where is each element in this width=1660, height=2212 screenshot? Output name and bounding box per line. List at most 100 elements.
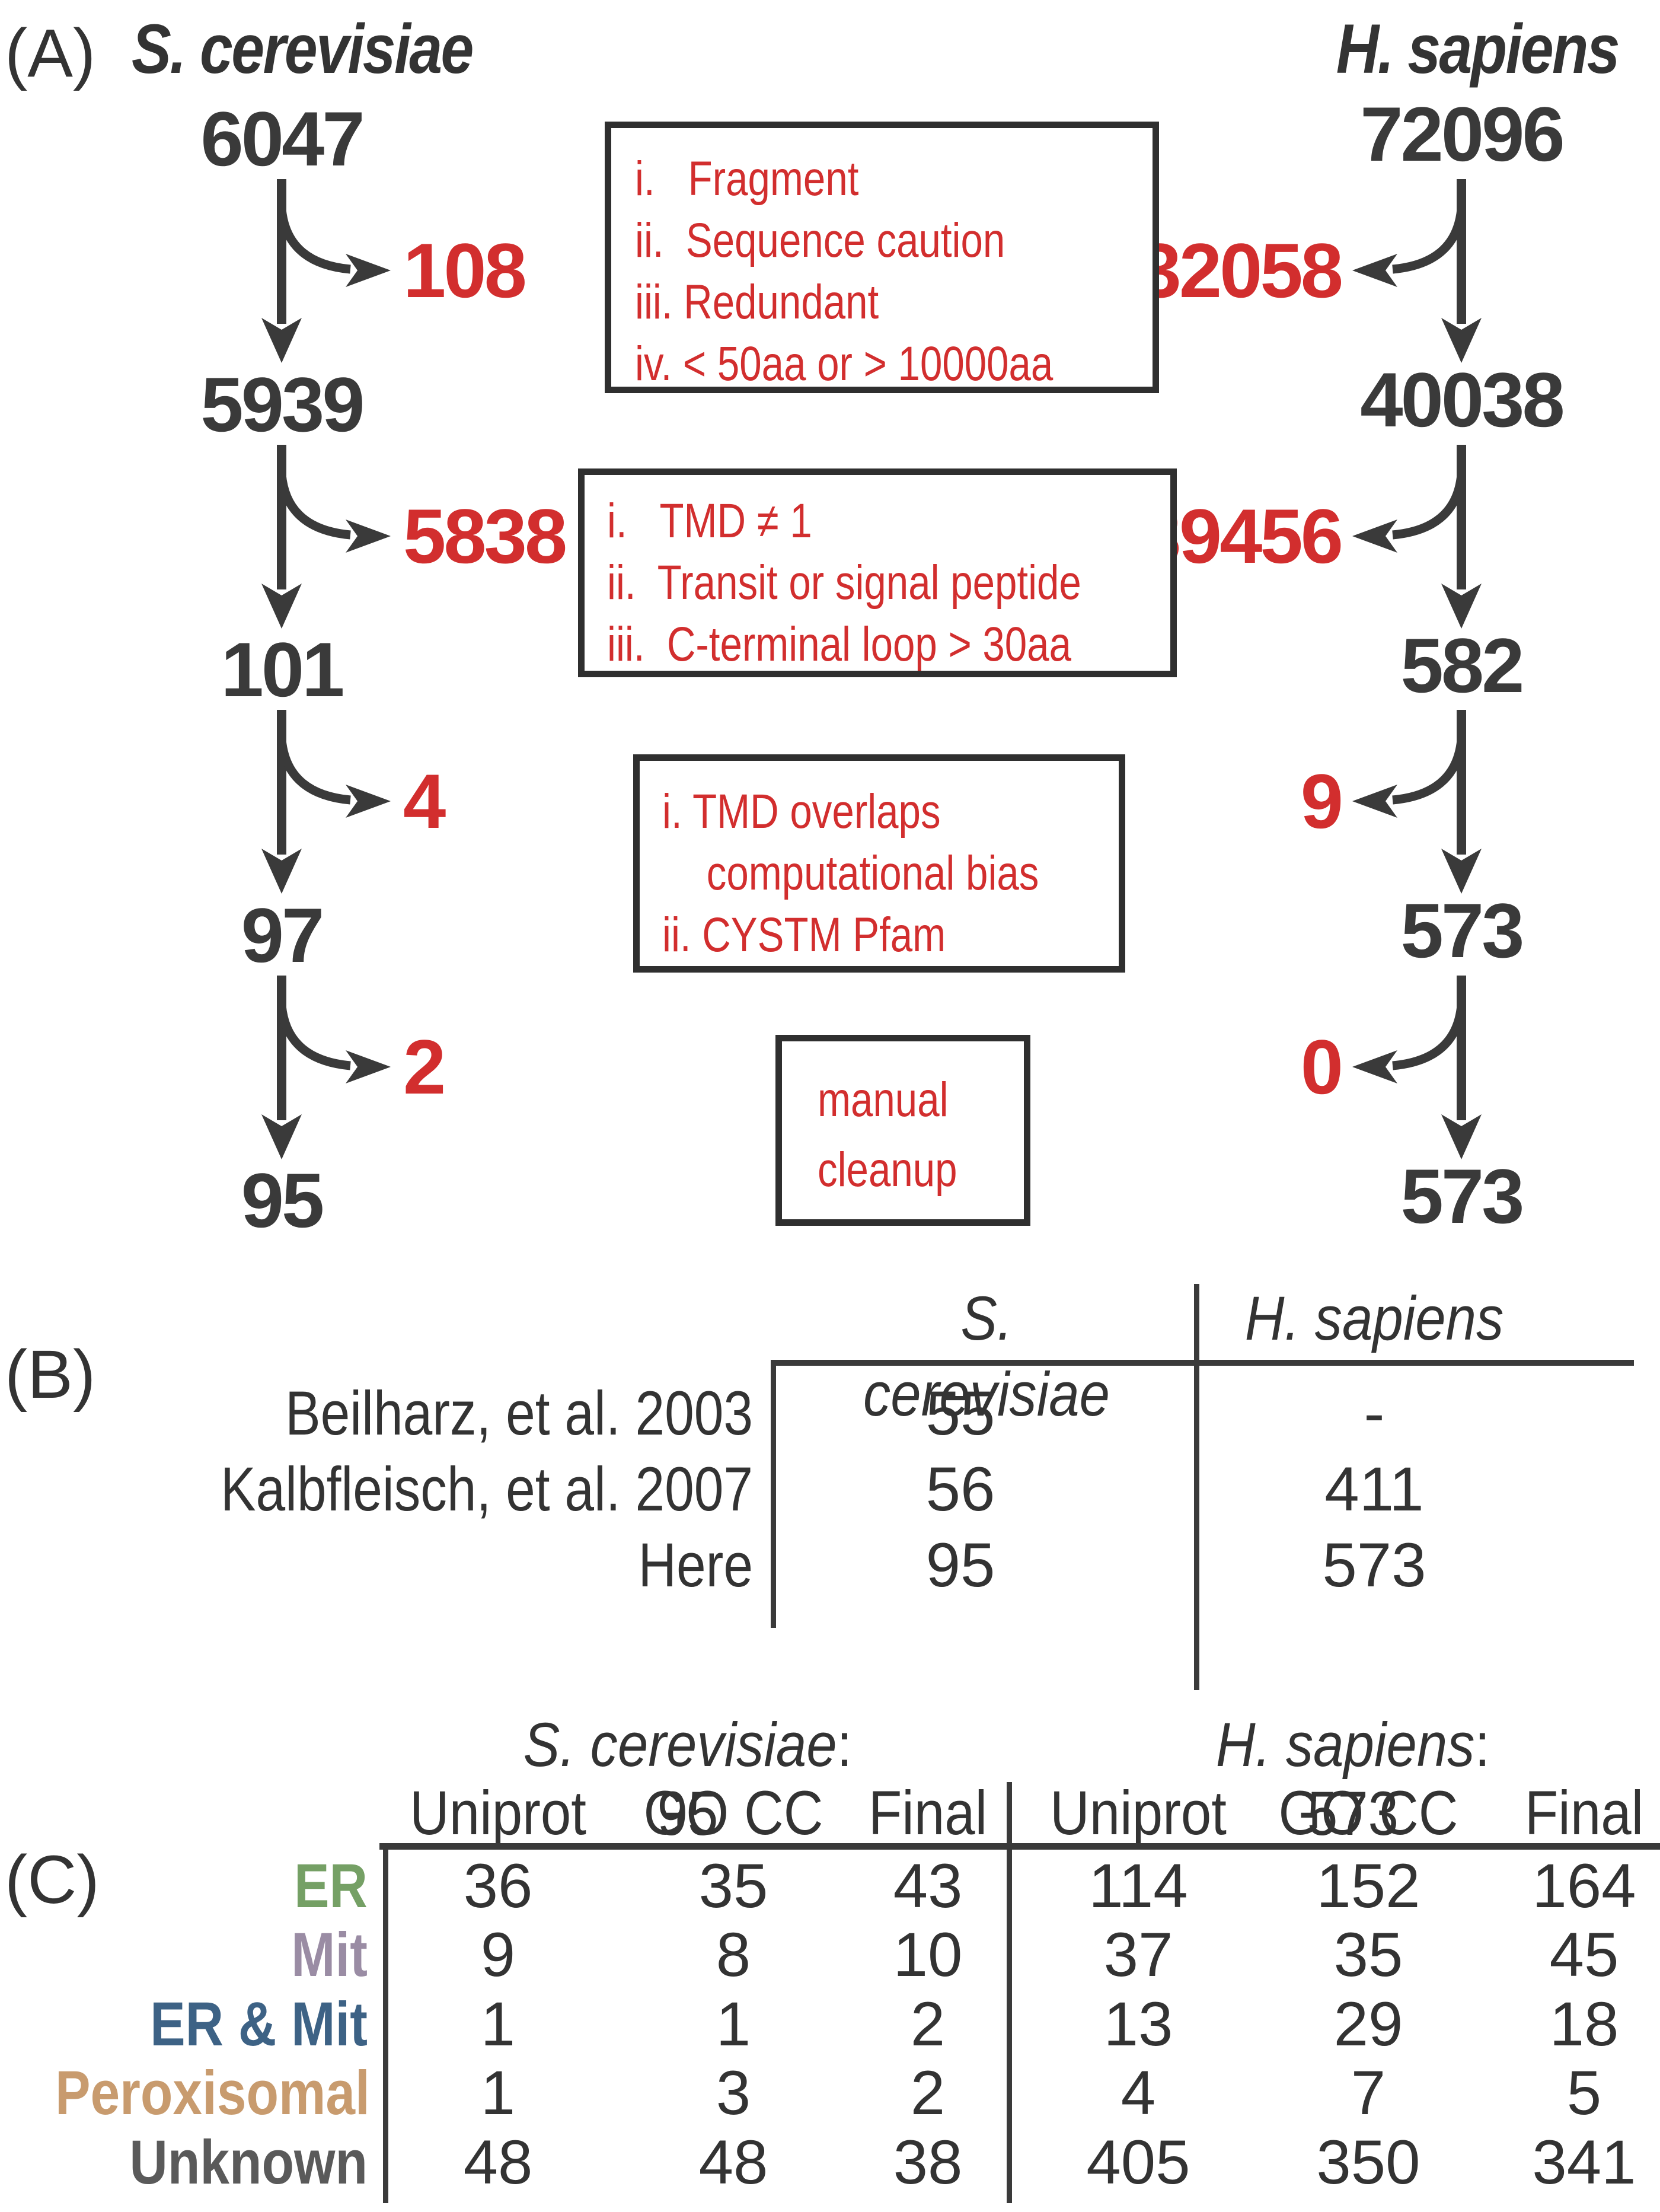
c-value: 36 — [463, 1851, 533, 1921]
c-value: 10 — [893, 1920, 963, 1990]
c-value: 164 — [1532, 1851, 1636, 1921]
species-title-left: S. cerevisiae — [132, 10, 474, 88]
split-arrow-right-icon — [261, 445, 391, 629]
filter-criterion: cleanup — [818, 1143, 957, 1197]
c-value: 2 — [910, 2058, 946, 2128]
b-col-header-hs: H. sapiens — [1244, 1284, 1504, 1353]
c-group-species: H. sapiens — [1215, 1710, 1475, 1780]
b-row-label: Kalbfleisch, et al. 2007 — [220, 1455, 753, 1524]
removed-count: 5838 — [403, 493, 567, 579]
filter-criterion: i. TMD ≠ 1 — [607, 494, 812, 548]
b-value-hs: 573 — [1322, 1531, 1426, 1600]
panel-c-label: (C) — [5, 1842, 100, 1918]
split-arrow-right-icon — [261, 710, 391, 894]
flow-count: 582 — [1400, 622, 1525, 709]
b-left-divider — [771, 1360, 776, 1628]
c-value: 37 — [1103, 1920, 1173, 1990]
c-row-label-unknown: Unknown — [129, 2128, 368, 2197]
c-col-header: Uniprot — [410, 1778, 586, 1848]
filter-criterion: iii. Redundant — [635, 275, 879, 329]
c-group-header-hs: H. sapiens: 573 — [1170, 1711, 1536, 1848]
filter-criterion: ii. Sequence caution — [635, 213, 1005, 267]
flow-count: 40038 — [1360, 356, 1565, 443]
filter-box-4: manual cleanup — [775, 1035, 1030, 1226]
split-arrow-left-icon — [1352, 976, 1482, 1159]
c-col-header: Uniprot — [1050, 1778, 1227, 1848]
split-arrow-right-icon — [261, 976, 391, 1159]
c-value: 35 — [1333, 1920, 1403, 1990]
split-arrow-left-icon — [1352, 710, 1482, 894]
b-value-sc: 56 — [925, 1455, 995, 1524]
c-row-label-peroxisomal: Peroxisomal — [55, 2058, 370, 2128]
c-value: 405 — [1086, 2128, 1190, 2197]
c-row-label-mit: Mit — [291, 1920, 368, 1990]
c-value: 29 — [1333, 1990, 1403, 2059]
c-col-header: Final — [868, 1778, 988, 1848]
c-group-count: : 573 — [1307, 1710, 1490, 1848]
flow-count: 101 — [221, 626, 345, 713]
c-row-label-er-mit: ER & Mit — [150, 1990, 368, 2059]
panel-a-label: (A) — [5, 15, 96, 91]
b-col-header-sc: S. cerevisiae — [863, 1284, 1110, 1429]
c-value: 18 — [1549, 1990, 1619, 2059]
c-row-label-er: ER — [294, 1851, 368, 1921]
filter-box-1: i. Fragment ii. Sequence caution iii. Re… — [605, 122, 1159, 393]
c-value: 48 — [698, 2128, 768, 2197]
c-value: 45 — [1549, 1920, 1619, 1990]
c-value: 38 — [893, 2128, 963, 2197]
filter-box-3: i. TMD overlaps computational bias ii. C… — [633, 754, 1125, 973]
removed-count: 2 — [403, 1024, 446, 1110]
c-value: 1 — [716, 1990, 751, 2059]
split-arrow-left-icon — [1352, 179, 1482, 363]
c-value: 35 — [698, 1851, 768, 1921]
c-value: 1 — [480, 2058, 516, 2128]
c-value: 5 — [1566, 2058, 1602, 2128]
c-value: 9 — [480, 1920, 516, 1990]
flow-count: 95 — [241, 1157, 325, 1244]
filter-criterion: iii. C-terminal loop > 30aa — [607, 617, 1071, 671]
b-value-hs: - — [1364, 1379, 1385, 1448]
c-value: 3 — [716, 2058, 751, 2128]
removed-count: 108 — [403, 227, 527, 314]
c-value: 1 — [480, 1990, 516, 2059]
c-col-header: GO CC — [643, 1778, 823, 1848]
c-value: 2 — [910, 1990, 946, 2059]
flow-count: 5939 — [200, 361, 365, 448]
c-group-divider — [1007, 1782, 1012, 2203]
split-arrow-left-icon — [1352, 445, 1482, 629]
flow-count: 573 — [1400, 1153, 1525, 1239]
c-value: 8 — [716, 1920, 751, 1990]
flow-count: 6047 — [200, 95, 365, 182]
c-value: 152 — [1316, 1851, 1420, 1921]
c-value: 13 — [1103, 1990, 1173, 2059]
c-value: 48 — [463, 2128, 533, 2197]
c-value: 341 — [1532, 2128, 1636, 2197]
filter-criterion: i. TMD overlaps — [662, 785, 941, 839]
filter-criterion: manual — [818, 1073, 949, 1127]
c-value: 7 — [1351, 2058, 1386, 2128]
filter-criterion: computational bias — [662, 846, 1039, 900]
c-group-count: : 95 — [657, 1710, 853, 1848]
flow-count: 72096 — [1360, 91, 1565, 177]
flow-count: 97 — [241, 892, 325, 978]
c-left-divider — [383, 1846, 388, 2203]
b-value-sc: 55 — [925, 1379, 995, 1448]
c-col-header: Final — [1524, 1778, 1644, 1848]
b-value-sc: 95 — [925, 1531, 995, 1600]
c-value: 43 — [893, 1851, 963, 1921]
b-row-label: Here — [638, 1531, 753, 1600]
removed-count: 4 — [403, 758, 446, 844]
c-header-rule — [379, 1843, 1660, 1850]
b-column-divider — [1194, 1284, 1199, 1690]
split-arrow-right-icon — [261, 179, 391, 363]
filter-criterion: i. Fragment — [635, 152, 859, 206]
c-group-header-sc: S. cerevisiae: 95 — [505, 1711, 870, 1848]
c-value: 350 — [1316, 2128, 1420, 2197]
c-group-species: S. cerevisiae — [523, 1710, 837, 1780]
c-col-header: GO CC — [1278, 1778, 1458, 1848]
removed-count: 9 — [1300, 758, 1343, 844]
panel-b-label: (B) — [5, 1337, 96, 1413]
filter-criterion: iv. < 50aa or > 10000aa — [635, 337, 1054, 391]
b-row-label: Beilharz, et al. 2003 — [285, 1379, 753, 1448]
species-title-right: H. sapiens — [1336, 10, 1620, 88]
